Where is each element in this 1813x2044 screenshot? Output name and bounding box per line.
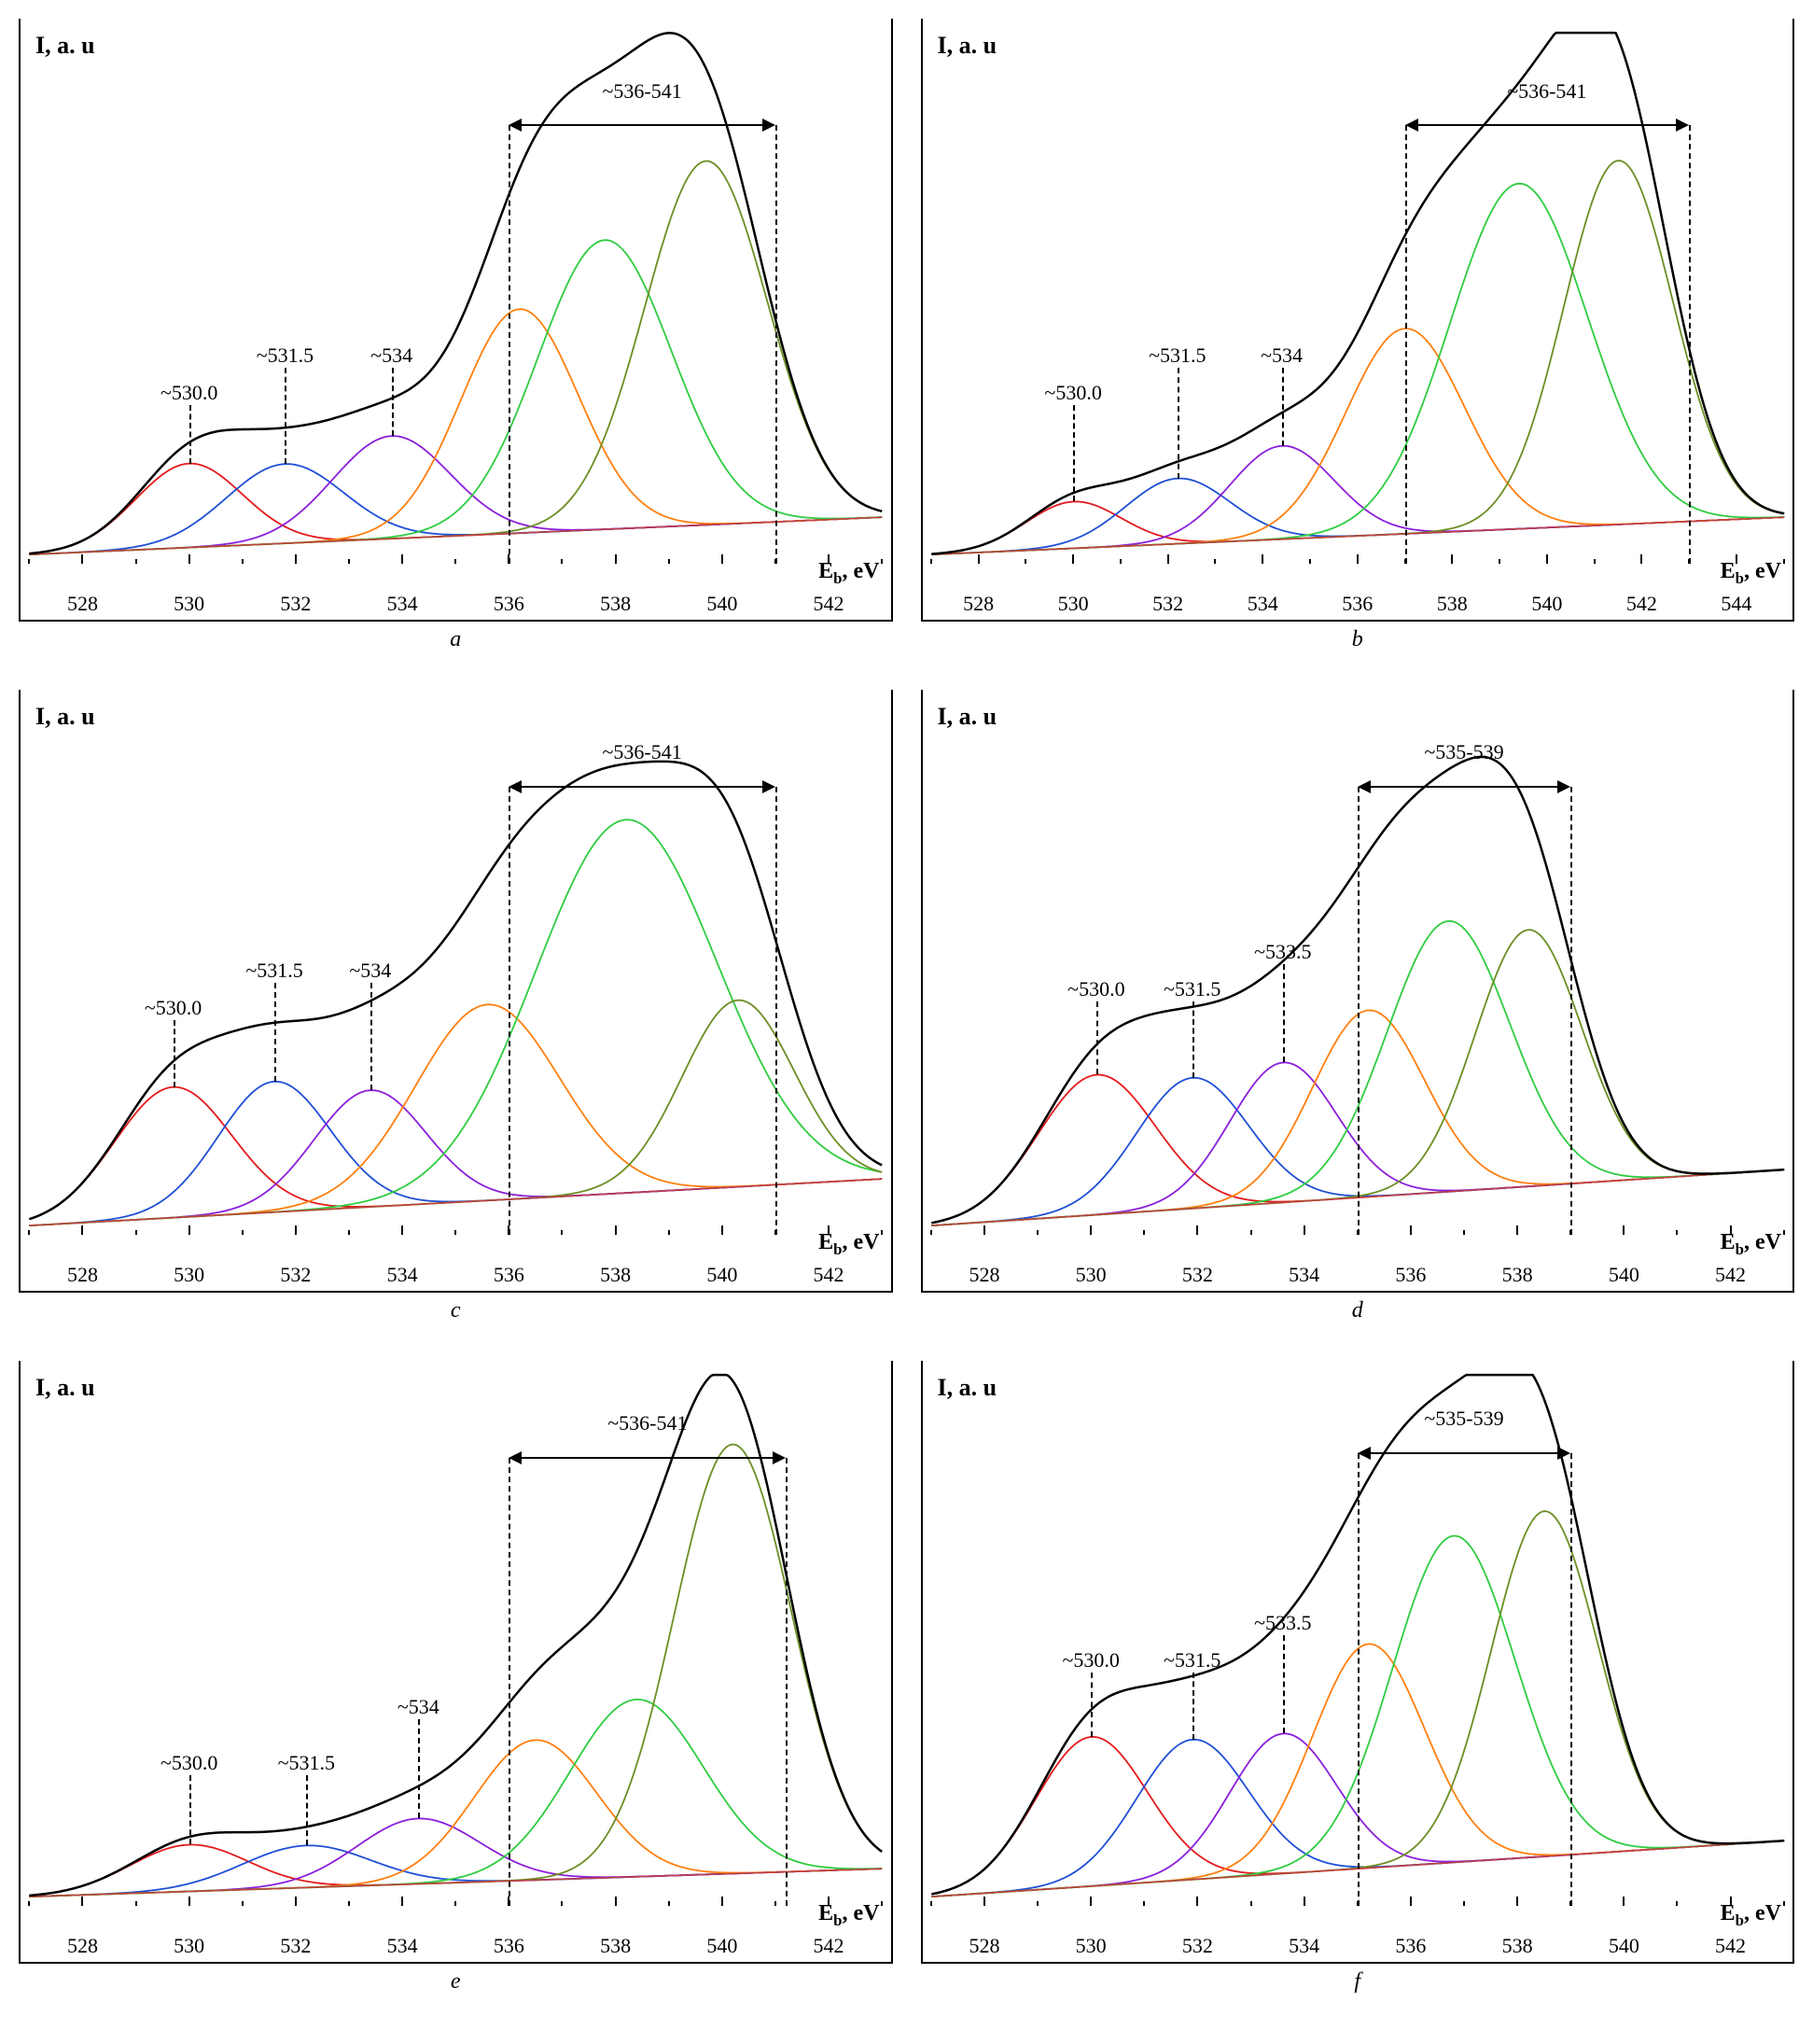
envelope-curve — [931, 757, 1784, 1223]
peak-curve — [931, 161, 1784, 554]
peak-curve — [29, 309, 882, 554]
peak-curve — [29, 1845, 882, 1897]
peak-curve — [931, 1644, 1784, 1897]
peak-curve — [931, 1078, 1784, 1225]
chart-b: I, a. uEb, eV~530.0~531.5~534~536-541528… — [921, 19, 1795, 622]
peak-curve — [29, 1000, 882, 1225]
peak-curve — [29, 161, 882, 555]
panel-c: I, a. uEb, eV~530.0~531.5~534~536-541528… — [19, 690, 893, 1323]
peak-curve — [29, 1004, 882, 1225]
panel-caption: a — [450, 627, 461, 652]
panel-d: I, a. uEb, eV~530.0~531.5~533.5~535-5395… — [921, 690, 1795, 1323]
peak-curve — [931, 1739, 1784, 1896]
peak-curve — [931, 1733, 1784, 1897]
envelope-curve — [29, 33, 882, 553]
peak-curve — [931, 479, 1784, 555]
spectrum-plot — [923, 19, 1793, 620]
spectrum-plot — [923, 690, 1793, 1291]
baseline — [29, 1179, 882, 1225]
peak-curve — [931, 1010, 1784, 1225]
spectrum-plot — [21, 19, 891, 620]
spectrum-plot — [21, 690, 891, 1291]
peak-curve — [29, 240, 882, 554]
chart-e: I, a. uEb, eV~530.0~531.5~534~536-541528… — [19, 1361, 893, 1964]
panel-grid: I, a. uEb, eV~530.0~531.5~534~536-541528… — [19, 19, 1794, 1995]
peak-curve — [931, 930, 1784, 1225]
chart-a: I, a. uEb, eV~530.0~531.5~534~536-541528… — [19, 19, 893, 622]
baseline — [29, 1869, 882, 1897]
spectrum-plot — [923, 1361, 1793, 1962]
chart-d: I, a. uEb, eV~530.0~531.5~533.5~535-5395… — [921, 690, 1795, 1293]
peak-curve — [29, 464, 882, 554]
panel-b: I, a. uEb, eV~530.0~531.5~534~536-541528… — [921, 19, 1795, 652]
peak-curve — [29, 1844, 882, 1895]
peak-curve — [931, 501, 1784, 553]
panel-caption: e — [451, 1969, 461, 1995]
peak-curve — [931, 329, 1784, 554]
panel-caption: d — [1352, 1298, 1363, 1323]
panel-caption: f — [1354, 1969, 1360, 1995]
panel-f: I, a. uEb, eV~530.0~531.5~533.5~535-5395… — [921, 1361, 1795, 1995]
spectrum-plot — [21, 1361, 891, 1962]
peak-curve — [29, 1090, 882, 1225]
peak-curve — [29, 1818, 882, 1897]
envelope-curve — [29, 1375, 882, 1896]
baseline — [29, 517, 882, 554]
envelope-curve — [29, 762, 882, 1219]
peak-curve — [29, 1087, 882, 1220]
peak-curve — [29, 1082, 882, 1225]
peak-curve — [29, 1700, 882, 1897]
chart-f: I, a. uEb, eV~530.0~531.5~533.5~535-5395… — [921, 1361, 1795, 1964]
baseline — [931, 517, 1784, 554]
panel-caption: b — [1352, 627, 1363, 652]
peak-curve — [931, 1511, 1784, 1897]
chart-c: I, a. uEb, eV~530.0~531.5~534~536-541528… — [19, 690, 893, 1293]
peak-curve — [29, 464, 882, 554]
peak-curve — [931, 1535, 1784, 1897]
panel-e: I, a. uEb, eV~530.0~531.5~534~536-541528… — [19, 1361, 893, 1995]
panel-a: I, a. uEb, eV~530.0~531.5~534~536-541528… — [19, 19, 893, 652]
peak-curve — [29, 436, 882, 554]
baseline — [931, 1841, 1784, 1897]
peak-curve — [931, 1062, 1784, 1225]
peak-curve — [931, 921, 1784, 1225]
panel-caption: c — [451, 1298, 461, 1323]
baseline — [931, 1169, 1784, 1225]
